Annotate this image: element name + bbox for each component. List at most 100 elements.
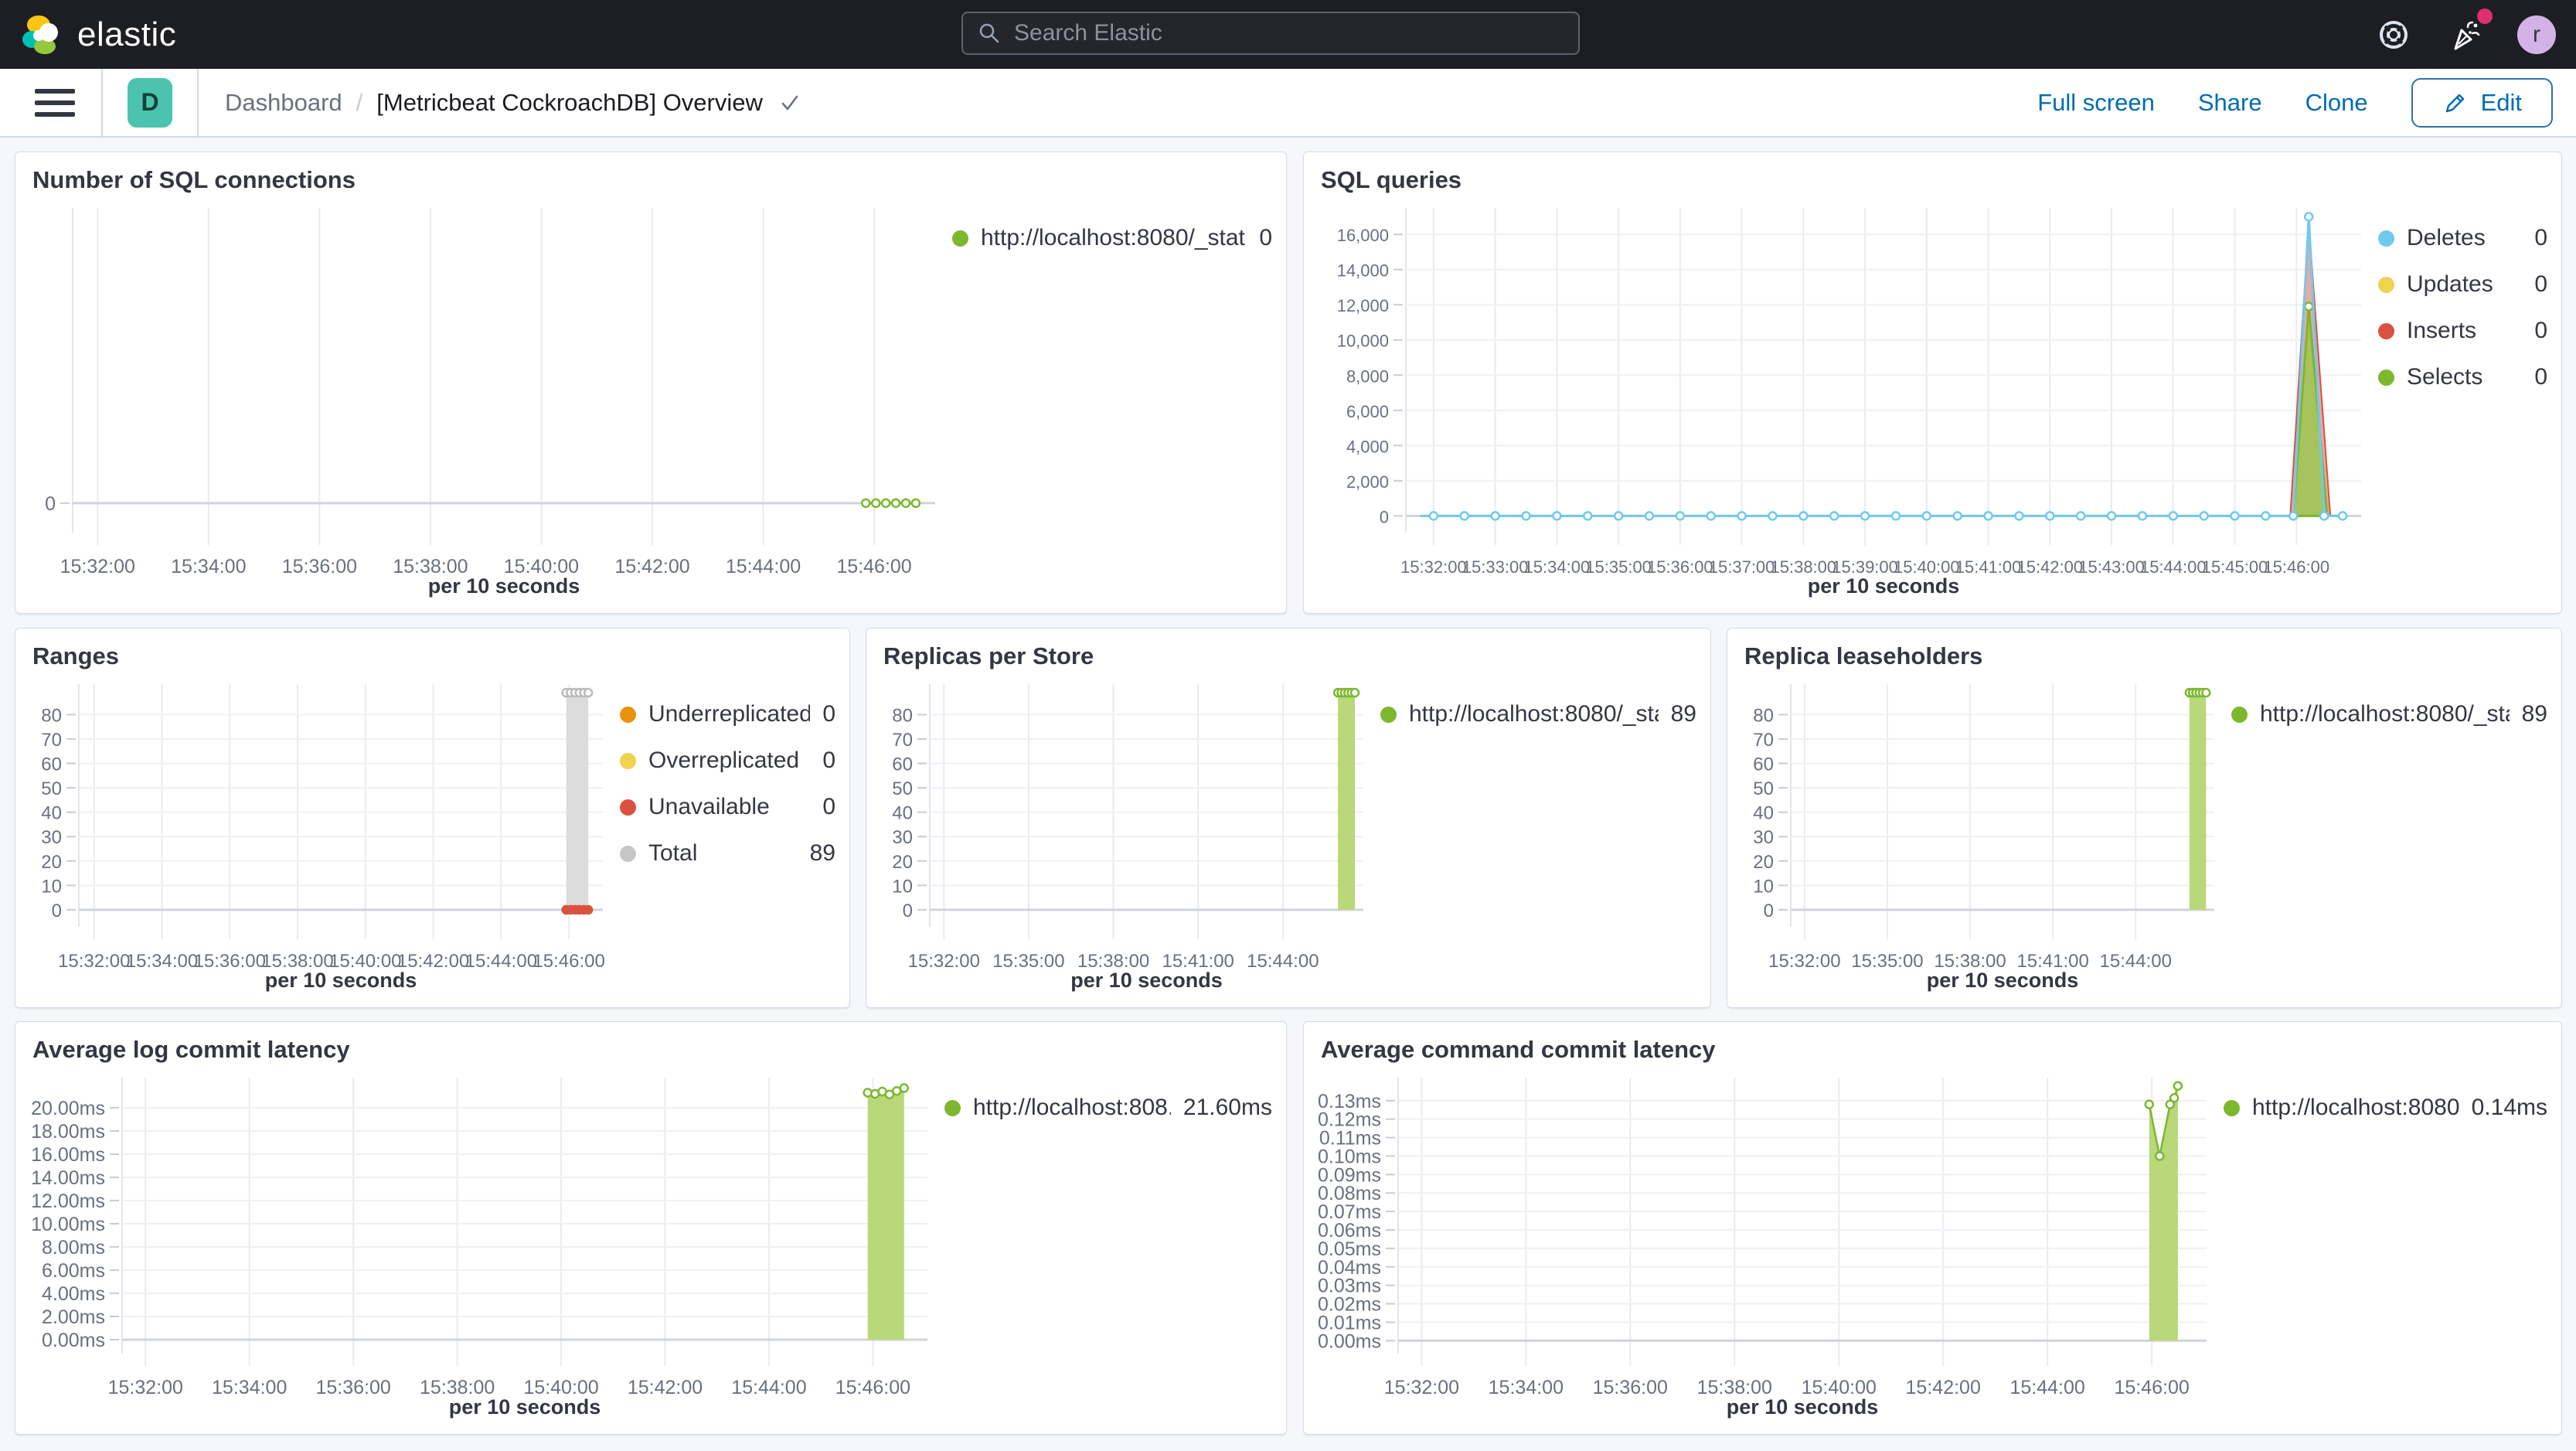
svg-text:0.03ms: 0.03ms bbox=[1318, 1276, 1381, 1297]
legend-item[interactable]: Underreplicated 0 bbox=[620, 701, 835, 727]
svg-text:15:44:00: 15:44:00 bbox=[726, 556, 801, 577]
svg-text:40: 40 bbox=[892, 803, 913, 824]
svg-text:15:42:00: 15:42:00 bbox=[1906, 1377, 1981, 1398]
legend-item[interactable]: Updates 0 bbox=[2378, 271, 2547, 298]
panel-title[interactable]: SQL queries bbox=[1321, 166, 1462, 193]
data-point-marker bbox=[870, 498, 881, 509]
clone-button[interactable]: Clone bbox=[2305, 88, 2368, 116]
user-avatar[interactable]: r bbox=[2517, 15, 2556, 54]
svg-text:15:39:00: 15:39:00 bbox=[1832, 557, 1898, 577]
chart-plot[interactable]: 15:32:0015:33:0015:34:0015:35:0015:36:00… bbox=[1312, 197, 2378, 607]
svg-text:70: 70 bbox=[1753, 730, 1774, 751]
chart-legend: Deletes 0 Updates 0 Inserts 0 Selects 0 bbox=[2378, 197, 2552, 607]
panel-title[interactable]: Average log commit latency bbox=[32, 1036, 350, 1063]
legend-value: 0 bbox=[2534, 271, 2547, 297]
legend-item[interactable]: Selects 0 bbox=[2378, 364, 2547, 390]
data-point-marker bbox=[2337, 511, 2348, 521]
svg-text:60: 60 bbox=[41, 754, 62, 775]
nav-menu-button[interactable] bbox=[35, 88, 75, 117]
svg-text:80: 80 bbox=[892, 705, 913, 726]
breadcrumb-dashboard-link[interactable]: Dashboard bbox=[225, 88, 342, 116]
legend-swatch-icon bbox=[2224, 1099, 2240, 1116]
dashboard-title[interactable]: [Metricbeat CockroachDB] Overview bbox=[376, 88, 763, 116]
full-screen-button[interactable]: Full screen bbox=[2037, 88, 2155, 116]
chart-average-log-commit-latency[interactable]: 15:32:00 15:34:00 15:36:00 15:38:00 15:40:00… bbox=[23, 1067, 944, 1428]
data-point-marker bbox=[1675, 511, 1686, 521]
legend-item[interactable]: Inserts 0 bbox=[2378, 318, 2547, 344]
panel-title[interactable]: Number of SQL connections bbox=[32, 166, 356, 193]
chart-plot[interactable]: 15:32:00 15:35:00 15:38:00 15:41:00 15:44:00… bbox=[1735, 673, 2231, 1001]
svg-text:15:34:00: 15:34:00 bbox=[1524, 557, 1591, 577]
chart-ranges[interactable]: 15:32:00 15:34:00 15:36:00 15:38:00 15:40:00… bbox=[23, 673, 620, 1001]
svg-text:0.08ms: 0.08ms bbox=[1318, 1183, 1381, 1204]
data-point-marker bbox=[1890, 511, 1901, 521]
svg-text:60: 60 bbox=[1753, 754, 1774, 775]
legend-value: 0 bbox=[822, 701, 835, 727]
svg-text:15:32:00: 15:32:00 bbox=[1768, 951, 1840, 972]
global-header: elastic bbox=[0, 0, 2576, 69]
legend-swatch-icon bbox=[620, 845, 636, 862]
data-point-marker bbox=[1706, 511, 1716, 521]
svg-text:15:32:00: 15:32:00 bbox=[60, 556, 135, 577]
data-point-marker bbox=[1952, 511, 1962, 521]
search-input[interactable] bbox=[1012, 19, 1564, 47]
dashboard-toolbar: D Dashboard / [Metricbeat CockroachDB] O… bbox=[0, 68, 2576, 138]
panel-number-of-sql-connections: Number of SQL connections 15:32:00 15:34:… bbox=[15, 152, 1287, 614]
svg-text:0: 0 bbox=[1764, 901, 1774, 921]
data-point-marker bbox=[1490, 511, 1500, 521]
legend-item[interactable]: Unavailable 0 bbox=[620, 794, 835, 820]
space-badge[interactable]: D bbox=[128, 77, 172, 128]
svg-text:15:38:00: 15:38:00 bbox=[1771, 557, 1837, 577]
elastic-home-link[interactable]: elastic bbox=[0, 13, 176, 56]
svg-text:0.00ms: 0.00ms bbox=[42, 1330, 105, 1351]
panel-title[interactable]: Replica leaseholders bbox=[1744, 642, 1983, 669]
chart-number-of-sql-connections[interactable]: 15:32:00 15:34:00 15:36:00 15:38:00 15:40:00… bbox=[23, 197, 952, 607]
legend-item[interactable]: Overreplicated 0 bbox=[620, 748, 835, 774]
svg-text:15:46:00: 15:46:00 bbox=[533, 951, 604, 972]
legend-item[interactable]: http://localhost:8080... 0.14ms bbox=[2224, 1095, 2547, 1121]
chart-average-command-commit-latency[interactable]: 15:32:00 15:34:00 15:36:00 15:38:00 15:40:00… bbox=[1312, 1067, 2224, 1428]
chart-replica-leaseholders[interactable]: 15:32:00 15:35:00 15:38:00 15:41:00 15:44:00… bbox=[1735, 673, 2231, 1001]
svg-text:15:40:00: 15:40:00 bbox=[504, 556, 579, 577]
legend-item[interactable]: Deletes 0 bbox=[2378, 225, 2547, 251]
toolbar-divider bbox=[101, 68, 103, 137]
svg-text:15:35:00: 15:35:00 bbox=[992, 951, 1064, 972]
svg-text:15:46:00: 15:46:00 bbox=[2263, 557, 2329, 577]
svg-text:per 10 seconds: per 10 seconds bbox=[1727, 1395, 1879, 1419]
help-button[interactable] bbox=[2375, 16, 2412, 53]
chart-replicas-per-store[interactable]: 15:32:00 15:35:00 15:38:00 15:41:00 15:44:00… bbox=[874, 673, 1380, 1001]
svg-text:30: 30 bbox=[1753, 827, 1774, 848]
global-search-bar[interactable] bbox=[961, 12, 1580, 55]
legend-item[interactable]: http://localhost:808... 21.60ms bbox=[944, 1095, 1272, 1121]
svg-text:15:36:00: 15:36:00 bbox=[1647, 557, 1713, 577]
data-point-marker bbox=[1552, 511, 1562, 521]
edit-button[interactable]: Edit bbox=[2411, 77, 2553, 128]
data-point-marker bbox=[890, 498, 901, 509]
chart-plot[interactable]: 15:32:00 15:35:00 15:38:00 15:41:00 15:44:00… bbox=[874, 673, 1380, 1001]
panel-title[interactable]: Replicas per Store bbox=[883, 642, 1094, 669]
legend-label: Total bbox=[648, 840, 698, 866]
chart-plot[interactable]: 15:32:0015:34:0015:36:0015:38:0015:40:00… bbox=[23, 673, 620, 1001]
legend-label: http://localhost:8080/_sta... bbox=[1409, 701, 1659, 727]
chart-sql-queries[interactable]: 15:32:00 15:33:00 15:34:00 15:35:00 15:36:00… bbox=[1312, 197, 2378, 607]
svg-text:0.04ms: 0.04ms bbox=[1318, 1257, 1381, 1279]
share-button[interactable]: Share bbox=[2197, 88, 2262, 116]
legend-item[interactable]: Total 89 bbox=[620, 840, 835, 867]
svg-text:15:42:00: 15:42:00 bbox=[2016, 557, 2083, 577]
legend-item[interactable]: http://localhost:8080/_sta... 89 bbox=[2231, 701, 2547, 727]
legend-item[interactable]: http://localhost:8080/_sta... 89 bbox=[1380, 701, 1696, 727]
news-feed-button[interactable] bbox=[2445, 8, 2493, 55]
panel-title[interactable]: Average command commit latency bbox=[1321, 1036, 1716, 1063]
data-point-marker bbox=[2168, 511, 2179, 521]
svg-text:15:42:00: 15:42:00 bbox=[628, 1377, 703, 1398]
legend-item[interactable]: http://localhost:8080/_stat... 0 bbox=[952, 225, 1272, 251]
svg-text:15:36:00: 15:36:00 bbox=[1593, 1377, 1668, 1398]
panel-title[interactable]: Ranges bbox=[32, 642, 119, 669]
svg-text:15:34:00: 15:34:00 bbox=[1489, 1377, 1564, 1398]
svg-text:15:34:00: 15:34:00 bbox=[171, 556, 246, 577]
data-point-marker bbox=[861, 498, 871, 509]
svg-text:15:41:00: 15:41:00 bbox=[2016, 951, 2088, 972]
